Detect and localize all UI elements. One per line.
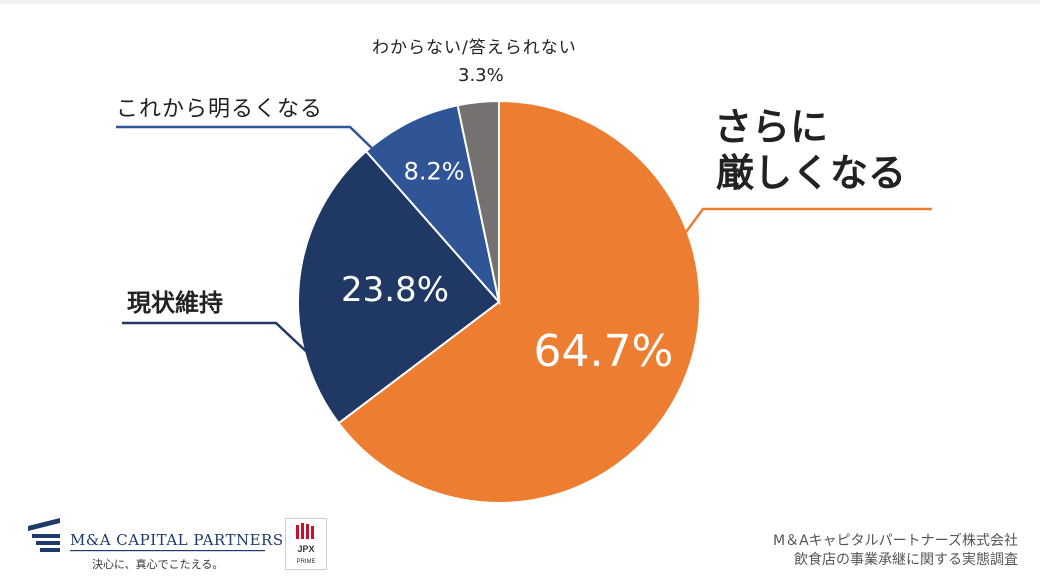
value-label-0: 64.7% — [534, 326, 674, 377]
jpx-prime-badge: JPX PRIME — [285, 518, 327, 570]
credit-survey: 飲食店の事業承継に関する実態調査 — [794, 552, 1018, 568]
brand-name: M&A CAPITAL PARTNERS — [70, 531, 284, 549]
label-kibishiku-line1: さらに — [714, 105, 829, 149]
label-wakaranai: わからない/答えられない — [372, 38, 577, 58]
pie-slice-3 — [456, 99, 500, 303]
value-label-1: 23.8% — [341, 270, 449, 310]
source-credit: M＆Aキャピタルパートナーズ株式会社 飲食店の事業承継に関する実態調査 — [773, 532, 1018, 570]
brand-tagline: 決心に、真心でこたえる。 — [92, 558, 224, 571]
credit-company: M＆Aキャピタルパートナーズ株式会社 — [773, 533, 1018, 549]
leader-line-kibishiku — [684, 207, 932, 233]
pie-slice-0 — [337, 99, 701, 504]
pie-slice-1 — [297, 149, 501, 425]
top-divider — [0, 0, 1040, 4]
logo-mark-icon — [28, 518, 60, 552]
company-logo — [28, 518, 265, 552]
leader-line-akaru — [116, 125, 379, 155]
jpx-mark-icon — [296, 523, 314, 539]
leader-line-genjo — [122, 321, 310, 355]
jpx-label: JPX — [297, 544, 314, 554]
label-genjo-iji: 現状維持 — [127, 289, 223, 317]
pie-slice-2 — [364, 104, 501, 306]
jpx-prime-label: PRIME — [296, 559, 315, 565]
label-kibishiku-line2: 厳しくなる — [716, 151, 907, 195]
label-akaruku-naru: これから明るくなる — [116, 97, 324, 122]
value-wakaranai: 3.3% — [458, 65, 504, 86]
value-label-2: 8.2% — [404, 158, 465, 186]
